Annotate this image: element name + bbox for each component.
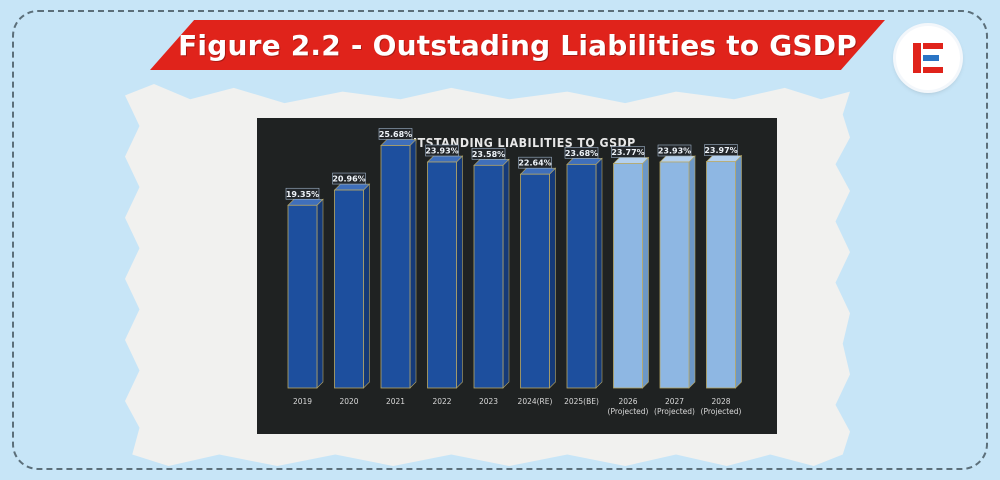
data-label-box xyxy=(285,187,320,200)
x-tick-label: 2025(BE) xyxy=(564,397,599,406)
x-tick-label: 2021 xyxy=(386,397,405,406)
bar-side xyxy=(409,138,417,389)
bar-side xyxy=(688,155,696,389)
bar-top xyxy=(380,139,417,146)
bar xyxy=(613,163,643,389)
data-label: 19.35% xyxy=(286,190,319,199)
bar-side xyxy=(595,157,603,389)
data-label: 23.58% xyxy=(472,150,505,159)
x-tick-label: 2026 xyxy=(618,397,637,406)
bar-top xyxy=(519,167,557,175)
x-tick-label: 2022 xyxy=(432,397,451,406)
data-label: 22.64% xyxy=(518,159,551,168)
x-tick-label: (Projected) xyxy=(701,407,742,416)
data-label-box xyxy=(518,156,552,169)
bar xyxy=(334,189,364,389)
bar xyxy=(287,204,318,389)
bar-top xyxy=(287,198,324,206)
data-label-box xyxy=(378,128,413,140)
x-tick-label: 2019 xyxy=(293,397,312,406)
bar-side xyxy=(549,167,556,389)
bar-top xyxy=(659,155,696,163)
data-label: 23.68% xyxy=(565,149,598,158)
data-label: 23.93% xyxy=(658,146,691,155)
brand-logo[interactable] xyxy=(896,26,960,90)
page-title: Figure 2.2 - Outstading Liabilities to G… xyxy=(178,28,857,62)
bar xyxy=(473,164,504,389)
title-banner: Figure 2.2 - Outstading Liabilities to G… xyxy=(150,20,885,70)
bar-side xyxy=(642,156,649,389)
x-tick-label: (Projected) xyxy=(654,407,695,416)
data-label: 23.93% xyxy=(425,146,458,155)
data-label: 20.96% xyxy=(332,175,365,184)
bar xyxy=(566,163,597,389)
x-tick-label: 2024(RE) xyxy=(518,397,553,406)
data-label-box xyxy=(564,147,599,159)
bar-side xyxy=(456,155,463,389)
bar-side xyxy=(735,154,742,389)
bar-top xyxy=(705,155,743,162)
bar-top xyxy=(566,158,603,165)
bar xyxy=(520,173,550,389)
bar xyxy=(706,161,736,389)
bar xyxy=(380,145,411,389)
brand-e-logo-icon xyxy=(913,43,943,73)
bar-side xyxy=(316,198,324,389)
bar xyxy=(659,161,690,389)
data-label: 23.77% xyxy=(611,148,644,157)
x-tick-label: 2027 xyxy=(665,397,684,406)
data-label: 23.97% xyxy=(704,146,737,155)
bar-side xyxy=(363,183,370,389)
bar-top xyxy=(333,183,371,191)
data-label-box xyxy=(332,172,366,185)
x-tick-label: (Projected) xyxy=(608,407,649,416)
data-label-box xyxy=(657,144,692,157)
x-tick-label: 2023 xyxy=(479,397,498,406)
bar-chart: 19.35% 2019 20.96% 2020 25.68% 2021 23.93% 2022… xyxy=(285,128,743,416)
x-tick-label: 2028 xyxy=(711,397,730,406)
data-label-box xyxy=(471,147,506,160)
bar-top xyxy=(612,157,650,164)
bar-top xyxy=(426,155,464,163)
data-label: 25.68% xyxy=(379,130,412,139)
data-label-box xyxy=(611,146,645,158)
data-label-box xyxy=(704,144,738,156)
dashed-frame xyxy=(12,10,988,470)
bar-side xyxy=(502,158,510,389)
bar-top xyxy=(473,158,510,166)
bar xyxy=(427,161,457,389)
chart-panel: OUTSTANDING LIABILITIES TO GSDP 19.35% 20… xyxy=(257,118,777,434)
data-label-box xyxy=(425,144,459,157)
x-tick-label: 2020 xyxy=(339,397,358,406)
